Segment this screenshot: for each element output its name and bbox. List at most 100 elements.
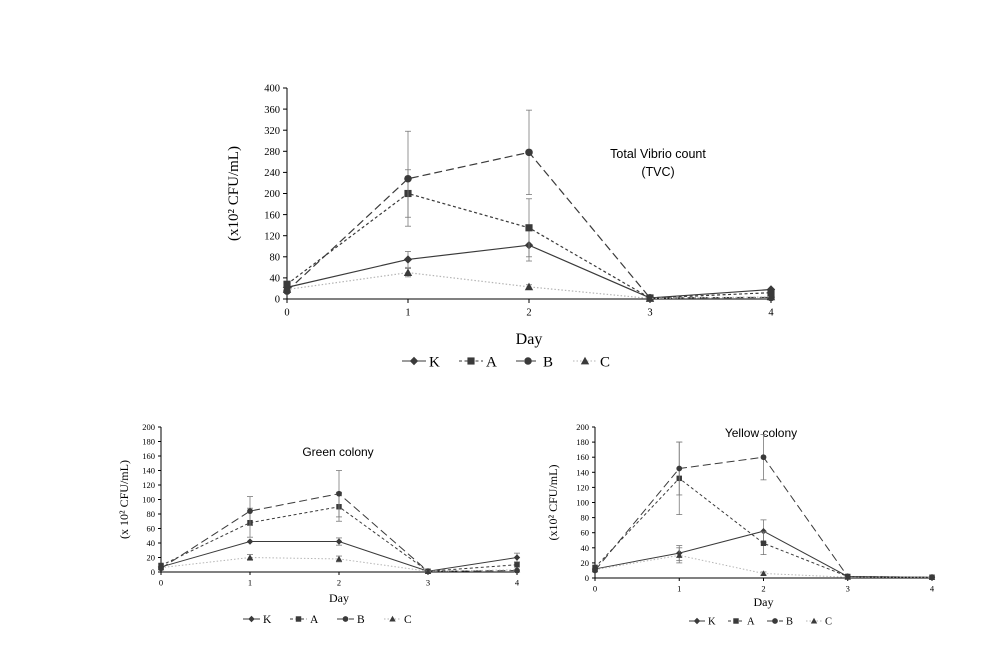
data-point xyxy=(676,552,683,558)
y-axis-label: (x10² CFU/mL) xyxy=(546,465,560,541)
legend-label: A xyxy=(310,614,319,626)
data-point xyxy=(514,562,520,568)
chart-title: Total Vibrio count xyxy=(610,147,706,161)
data-point xyxy=(766,292,776,301)
y-tick-label: 40 xyxy=(270,274,281,285)
data-point xyxy=(246,554,254,561)
legend-marker-0 xyxy=(693,617,701,625)
chart-green: 0 20 40 60 80 100 120 140 160 180 200 0 1 2 3 4 Day (x 10… xyxy=(117,422,521,626)
data-point xyxy=(403,255,413,264)
legend-entry-B: B xyxy=(767,617,793,628)
x-tick-label: 2 xyxy=(337,578,341,588)
data-point xyxy=(246,538,254,545)
legend-marker-0 xyxy=(248,615,255,623)
y-tick-label: 0 xyxy=(275,295,280,306)
data-point xyxy=(403,268,413,276)
legend-label: C xyxy=(404,614,412,626)
y-tick-label: 20 xyxy=(147,552,156,562)
x-tick-label: 0 xyxy=(284,308,289,319)
y-tick-label: 240 xyxy=(264,168,280,179)
data-point xyxy=(335,555,343,562)
y-tick-label: 40 xyxy=(147,538,156,548)
legend-marker-0 xyxy=(409,356,419,366)
y-tick-label: 80 xyxy=(147,509,156,519)
y-tick-label: 160 xyxy=(576,452,589,462)
y-tick-label: 140 xyxy=(142,465,155,475)
legend-entry-K: K xyxy=(689,617,716,628)
legend-marker-2 xyxy=(772,618,778,624)
x-axis-label: Day xyxy=(329,591,349,605)
x-axis-label: Day xyxy=(516,331,543,348)
y-tick-label: 60 xyxy=(581,528,590,538)
legend-label: A xyxy=(486,354,497,370)
y-tick-label: 160 xyxy=(264,210,280,221)
legend-marker-1 xyxy=(467,357,475,365)
data-point xyxy=(404,174,412,183)
y-tick-label: 40 xyxy=(581,543,590,553)
legend-label: K xyxy=(429,354,440,370)
y-tick-label: 200 xyxy=(142,422,155,432)
legend-label: C xyxy=(600,354,610,370)
x-tick-label: 3 xyxy=(846,584,850,594)
legend-entry-B: B xyxy=(516,354,553,370)
x-tick-label: 1 xyxy=(405,308,410,319)
data-point xyxy=(645,294,655,302)
y-tick-label: 200 xyxy=(264,189,280,200)
legend-entry-B: B xyxy=(337,614,365,626)
legend-marker-2 xyxy=(524,357,532,365)
y-tick-label: 0 xyxy=(585,573,589,583)
data-point xyxy=(513,566,521,573)
series-C xyxy=(282,268,776,302)
x-tick-label: 4 xyxy=(515,578,520,588)
y-tick-label: 80 xyxy=(581,513,590,523)
y-tick-label: 100 xyxy=(142,494,155,504)
data-point xyxy=(283,280,291,288)
legend-entry-K: K xyxy=(402,354,440,370)
x-tick-label: 0 xyxy=(159,578,163,588)
legend-label: C xyxy=(825,617,832,628)
data-point xyxy=(760,570,767,577)
x-tick-label: 3 xyxy=(647,308,652,319)
y-tick-label: 60 xyxy=(147,523,156,533)
data-point xyxy=(513,554,521,561)
y-tick-label: 280 xyxy=(264,147,280,158)
data-point xyxy=(335,538,343,545)
legend-marker-1 xyxy=(295,616,302,622)
legend-entry-C: C xyxy=(384,614,412,626)
data-point xyxy=(844,574,851,580)
chart-title: Green colony xyxy=(302,445,373,459)
chart-tvc: 0 40 80 120 160 200 240 280 320 360 400 0 1 2 3 4 Day (x1… xyxy=(226,84,776,370)
legend-entry-C: C xyxy=(806,617,832,628)
legend-entry-A: A xyxy=(728,617,755,628)
x-tick-label: 1 xyxy=(248,578,252,588)
legend-label: K xyxy=(708,617,716,628)
x-tick-label: 2 xyxy=(526,308,531,319)
y-tick-label: 200 xyxy=(576,422,589,432)
data-point xyxy=(247,508,253,514)
legend-entry-A: A xyxy=(459,354,497,370)
y-tick-label: 160 xyxy=(142,451,155,461)
legend-label: B xyxy=(357,614,365,626)
legend-marker-3 xyxy=(580,356,590,365)
y-tick-label: 120 xyxy=(142,480,155,490)
legend-label: K xyxy=(263,614,272,626)
y-tick-label: 80 xyxy=(270,252,281,263)
chart-title: Yellow colony xyxy=(725,426,797,440)
series-B xyxy=(592,434,935,581)
legend-label: B xyxy=(543,354,553,370)
y-axis-label: (x10² CFU/mL) xyxy=(226,146,242,241)
series-C xyxy=(157,554,521,574)
x-tick-label: 0 xyxy=(593,584,597,594)
legend-label: B xyxy=(786,617,793,628)
data-point xyxy=(928,574,936,580)
chart-subtitle: (TVC) xyxy=(641,165,674,179)
y-tick-label: 360 xyxy=(264,105,280,116)
x-axis-label: Day xyxy=(754,595,774,609)
x-tick-label: 1 xyxy=(677,584,681,594)
x-tick-label: 2 xyxy=(761,584,765,594)
data-point xyxy=(760,540,767,546)
series-C xyxy=(591,547,936,580)
x-tick-label: 4 xyxy=(930,584,935,594)
data-point xyxy=(767,289,775,297)
x-tick-label: 4 xyxy=(768,308,774,319)
